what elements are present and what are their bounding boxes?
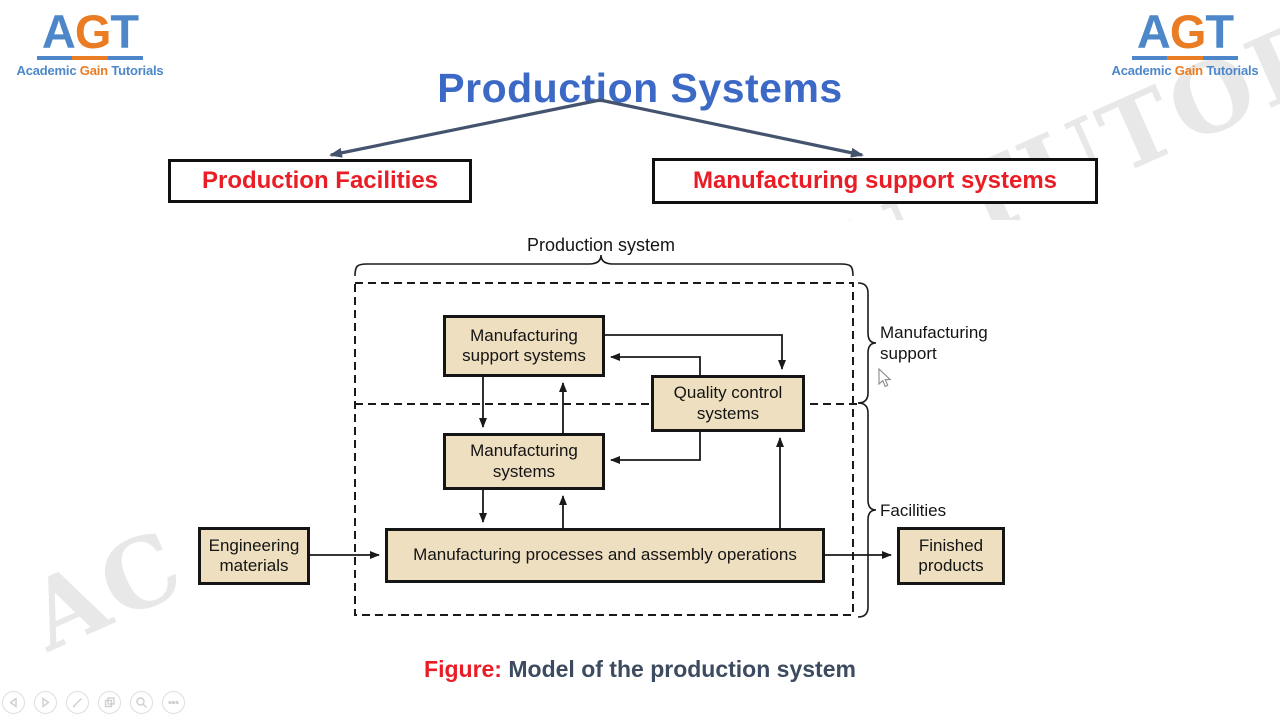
brand-subtitle: Academic Gain Tutorials [1100, 63, 1270, 78]
engineering-materials-node: Engineering materials [198, 527, 310, 585]
pen-button[interactable] [66, 691, 89, 714]
brand-acronym: AGT [5, 8, 175, 55]
brand-acronym: AGT [1100, 8, 1270, 55]
brand-letter: T [1205, 5, 1234, 58]
brand-letter: G [74, 5, 112, 58]
more-button[interactable] [162, 691, 185, 714]
top-brace [354, 254, 854, 277]
previous-button[interactable] [2, 691, 25, 714]
brand-logo: AGT Academic Gain Tutorials [1100, 8, 1270, 78]
brand-word: Gain [79, 63, 108, 78]
brand-underline [1132, 56, 1238, 60]
finished-products-node: Finished products [897, 527, 1005, 585]
brand-subtitle: Academic Gain Tutorials [5, 63, 175, 78]
flow-arrows [310, 334, 892, 559]
next-button[interactable] [34, 691, 57, 714]
production-system-label: Production system [526, 235, 676, 255]
magnifier-icon [136, 697, 147, 708]
brand-word: Tutorials [111, 63, 164, 78]
zoom-button[interactable] [130, 691, 153, 714]
brand-letter: A [41, 5, 76, 58]
brand-underline [37, 56, 143, 60]
pen-icon [72, 698, 82, 708]
brand-word: Tutorials [1206, 63, 1259, 78]
brand-word: Gain [1174, 63, 1203, 78]
page-title: Production Systems [437, 65, 843, 112]
brand-logo: AGT Academic Gain Tutorials [5, 8, 175, 78]
next-arrow-icon [42, 697, 50, 708]
copy-button[interactable] [98, 691, 121, 714]
facilities-label: Facilities [880, 501, 947, 520]
annotation-toolbar [2, 691, 185, 714]
facilities-brace [857, 402, 877, 618]
manufacturing-support-label: Manufacturing support [880, 323, 988, 364]
production-system-boundary [354, 282, 854, 616]
figure-caption: Figure: Model of the production system [0, 656, 1280, 683]
manufacturing-support-brace [857, 282, 877, 404]
brand-letter: T [110, 5, 139, 58]
manufacturing-processes-node: Manufacturing processes and assembly ope… [385, 528, 825, 583]
brand-letter: G [1169, 5, 1207, 58]
manufacturing-support-systems-box: Manufacturing support systems [652, 158, 1098, 204]
manufacturing-support-systems-node: Manufacturing support systems [443, 315, 605, 377]
ellipsis-icon [168, 700, 179, 705]
brand-word: Academic [16, 63, 77, 78]
manufacturing-systems-node: Manufacturing systems [443, 433, 605, 490]
title-branch-connector [329, 98, 864, 158]
brand-letter: A [1136, 5, 1171, 58]
copy-icon [104, 697, 115, 708]
figure-caption-prefix: Figure: [424, 656, 502, 682]
previous-arrow-icon [9, 697, 17, 708]
production-facilities-box: Production Facilities [168, 159, 472, 203]
figure-caption-text: Model of the production system [501, 656, 856, 682]
brand-word: Academic [1111, 63, 1172, 78]
mouse-cursor-icon [878, 368, 892, 388]
quality-control-systems-node: Quality control systems [651, 375, 805, 432]
